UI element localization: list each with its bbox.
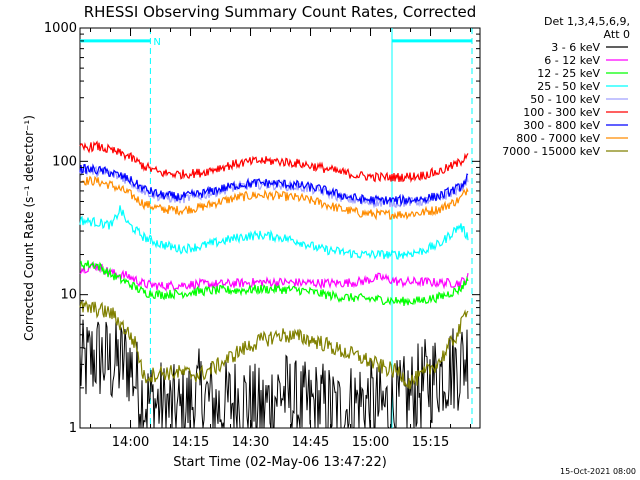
legend-header-line-1: Det 1,3,4,5,6,9, — [544, 15, 630, 28]
series-line-6-12keV — [79, 262, 469, 292]
y-tick-label-10: 10 — [60, 288, 77, 303]
x-tick-label-14:45: 14:45 — [292, 435, 329, 450]
series-line-7000-15000keV — [79, 299, 469, 390]
series-line-100-300keV — [79, 140, 469, 183]
plot-area — [79, 27, 481, 429]
x-axis-label: Start Time (02-May-06 13:47:22) — [173, 455, 387, 470]
x-tick-label-14:00: 14:00 — [112, 435, 149, 450]
series-line-800-7000keV — [79, 175, 469, 221]
x-axis: 14:00 14:15 14:30 14:45 15:00 15:15 — [90, 28, 472, 450]
y-tick-label-1000: 1000 — [44, 21, 77, 36]
legend-label-3: 25 - 50 keV — [537, 80, 600, 93]
series-line-50-100keV — [79, 165, 469, 209]
x-tick-label-14:30: 14:30 — [232, 435, 269, 450]
legend-label-4: 50 - 100 keV — [530, 93, 600, 106]
series-line-300-800keV — [79, 163, 469, 207]
y-axis-label: Corrected Count Rate (s⁻¹ detector⁻¹) — [22, 115, 36, 341]
legend-label-0: 3 - 6 keV — [551, 41, 600, 54]
series-line-12-25keV — [79, 260, 469, 306]
footer-timestamp: 15-Oct-2021 08:00 — [560, 467, 636, 476]
x-tick-label-15:15: 15:15 — [412, 435, 449, 450]
y-tick-label-1: 1 — [69, 421, 77, 436]
legend-label-7: 800 - 7000 keV — [516, 132, 600, 145]
y-tick-label-100: 100 — [52, 154, 77, 169]
y-axis: 1 10 100 1000 — [44, 21, 480, 436]
plot-frame — [79, 27, 481, 429]
series-line-25-50keV — [79, 205, 469, 260]
annotations: N — [80, 28, 473, 428]
legend-label-5: 100 - 300 keV — [523, 106, 600, 119]
legend-label-6: 300 - 800 keV — [523, 119, 600, 132]
x-tick-label-14:15: 14:15 — [172, 435, 209, 450]
legend-label-1: 6 - 12 keV — [544, 54, 600, 67]
series-line-3-6keV — [79, 319, 469, 429]
legend-label-8: 7000 - 15000 keV — [502, 145, 600, 158]
annotation-bar-label-3: N — [153, 37, 160, 48]
x-tick-label-15:00: 15:00 — [352, 435, 389, 450]
series-layer — [79, 140, 469, 429]
chart-title: RHESSI Observing Summary Count Rates, Co… — [84, 3, 477, 21]
legend-header-line-2: Att 0 — [604, 28, 630, 41]
legend-label-2: 12 - 25 keV — [537, 67, 600, 80]
